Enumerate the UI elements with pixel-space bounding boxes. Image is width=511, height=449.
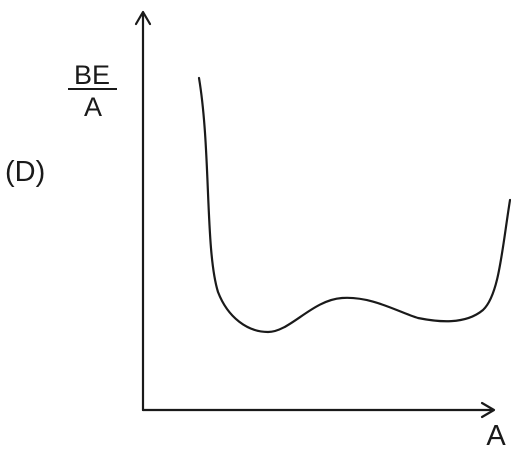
panel-label: (D)	[5, 156, 45, 188]
y-axis-arrowhead	[134, 10, 152, 26]
x-axis-arrowhead	[480, 401, 496, 419]
x-axis	[141, 401, 496, 419]
y-axis-label-denominator: A	[84, 92, 102, 122]
x-axis-label: A	[486, 420, 506, 449]
binding-energy-curve	[197, 76, 511, 334]
y-axis-label: BE A	[68, 60, 117, 122]
y-axis-label-numerator: BE	[74, 60, 110, 90]
y-axis	[134, 10, 152, 412]
